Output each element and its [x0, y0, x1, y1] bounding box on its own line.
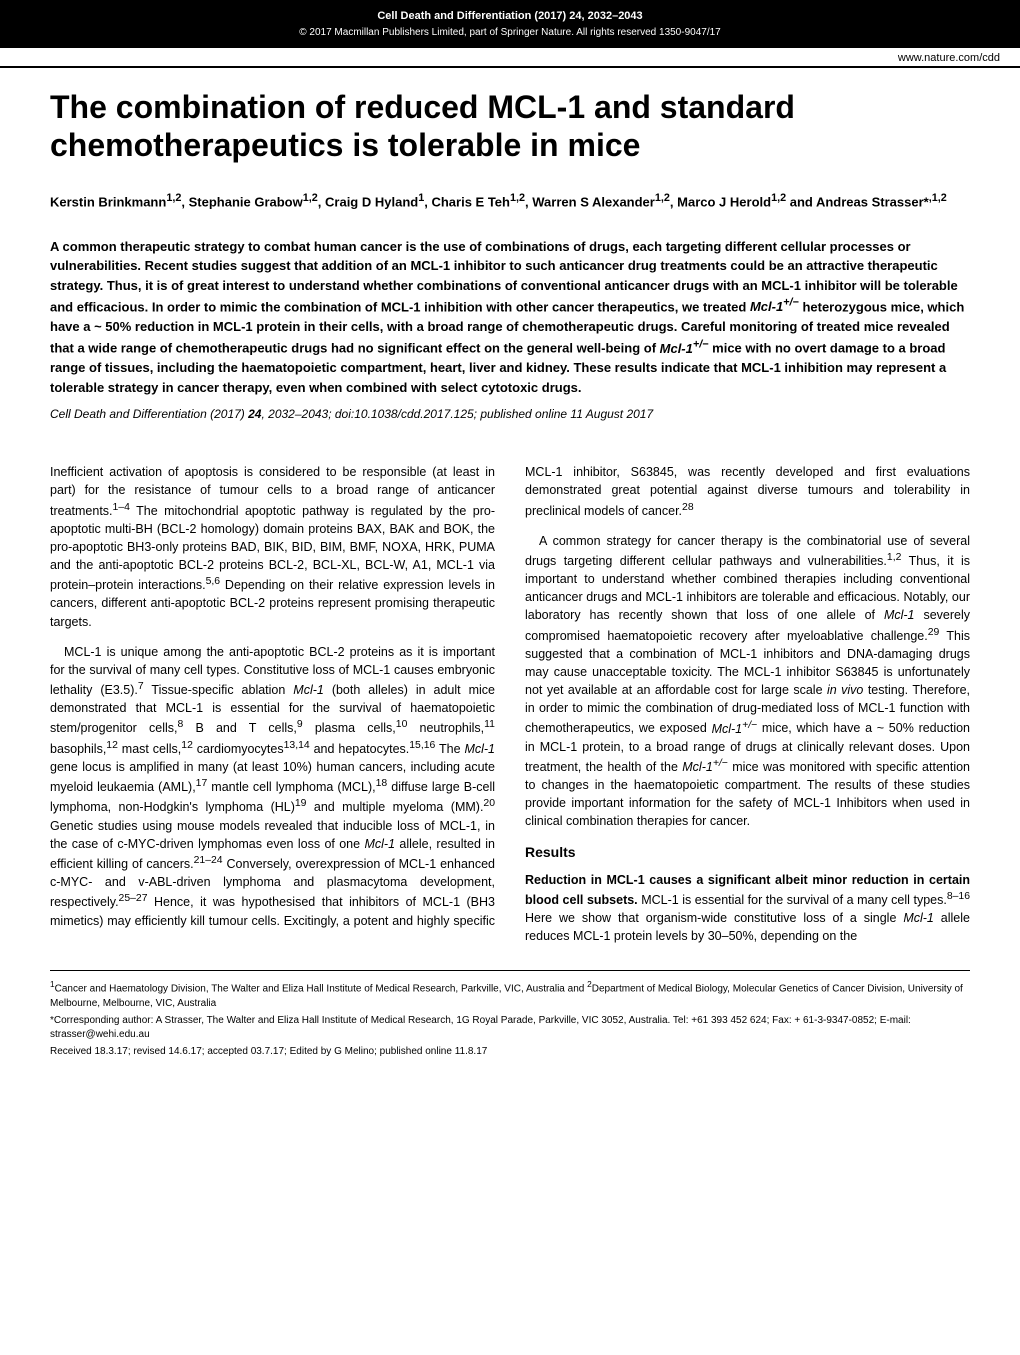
- affiliations-block: 1Cancer and Haematology Division, The Wa…: [50, 970, 970, 1058]
- article-title: The combination of reduced MCL-1 and sta…: [50, 88, 970, 165]
- author-list: Kerstin Brinkmann1,2, Stephanie Grabow1,…: [50, 190, 970, 212]
- body-paragraph-3: A common strategy for cancer therapy is …: [525, 532, 970, 831]
- article-content: The combination of reduced MCL-1 and sta…: [0, 68, 1020, 1092]
- results-paragraph: Reduction in MCL-1 causes a significant …: [525, 871, 970, 946]
- corresponding-author: *Corresponding author: A Strasser, The W…: [50, 1014, 970, 1042]
- results-heading: Results: [525, 842, 970, 862]
- body-paragraph-1: Inefficient activation of apoptosis is c…: [50, 463, 495, 630]
- abstract-text: A common therapeutic strategy to combat …: [50, 237, 970, 398]
- website-url: www.nature.com/cdd: [0, 48, 1020, 69]
- copyright-line: © 2017 Macmillan Publishers Limited, par…: [20, 25, 1000, 40]
- citation-line: Cell Death and Differentiation (2017) 24…: [50, 405, 970, 423]
- received-dates: Received 18.3.17; revised 14.6.17; accep…: [50, 1045, 970, 1059]
- journal-header: Cell Death and Differentiation (2017) 24…: [0, 0, 1020, 48]
- journal-info: Cell Death and Differentiation (2017) 24…: [20, 8, 1000, 25]
- body-columns: Inefficient activation of apoptosis is c…: [50, 463, 970, 945]
- affiliation-1: 1Cancer and Haematology Division, The Wa…: [50, 979, 970, 1010]
